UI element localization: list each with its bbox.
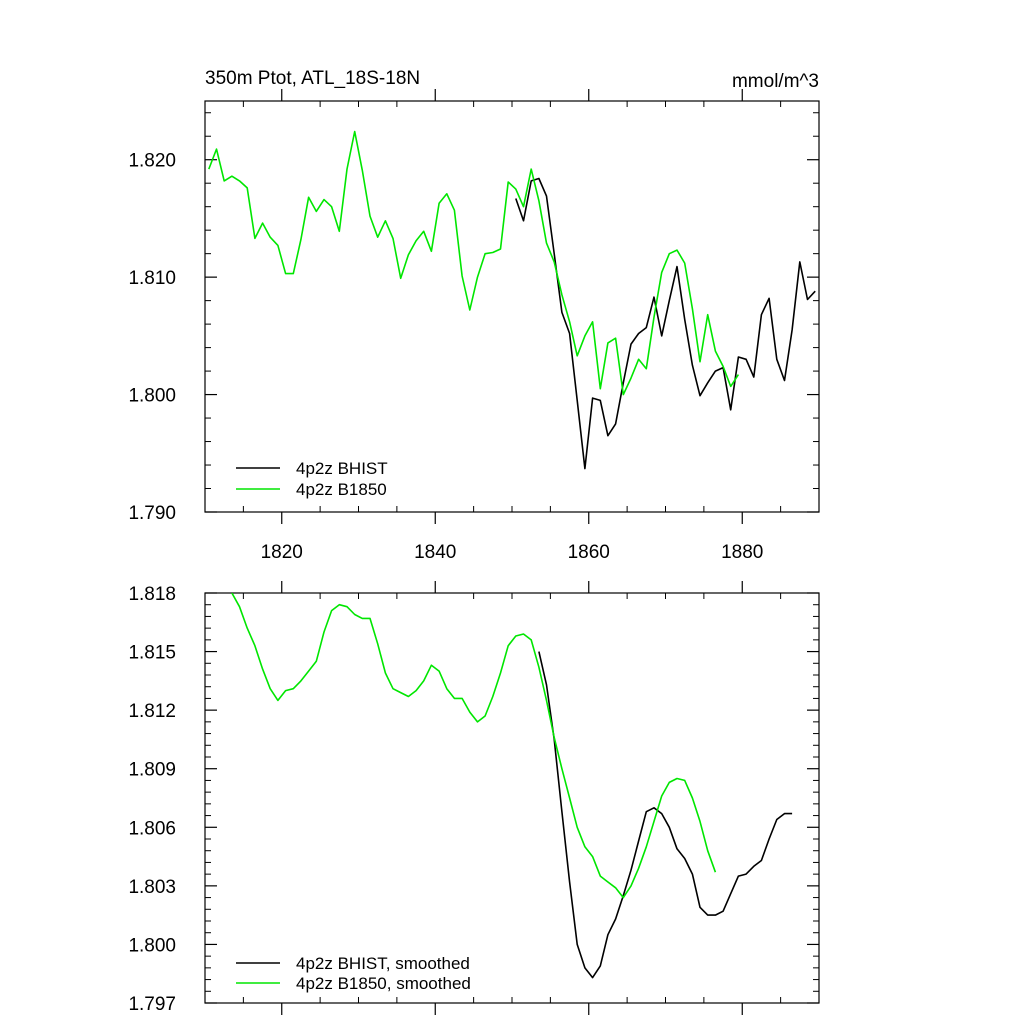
- bottom-panel-axes: 1.797 1.800 1.803 1.806 1.809 1.812 1.815 1.818: [128, 581, 820, 1015]
- top-panel-axes: 1820 1840 1860 1880 1.790 1.800 1.810 1.820: [128, 89, 820, 563]
- units-label: mmol/m^3: [732, 71, 819, 92]
- y-tick-label: 1.800: [128, 386, 176, 407]
- x-tick-label: 1840: [414, 542, 456, 563]
- y-tick-label: 1.818: [128, 584, 176, 605]
- y-tick-label: 1.806: [128, 818, 176, 839]
- y-tick-label: 1.797: [128, 994, 176, 1015]
- legend-label: 4p2z BHIST, smoothed: [296, 954, 470, 973]
- y-tick-label: 1.820: [128, 151, 176, 172]
- y-tick-label: 1.803: [128, 877, 176, 898]
- y-tick-label: 1.809: [128, 760, 176, 781]
- series-line-bhist: [538, 651, 793, 979]
- legend-label: 4p2z BHIST: [296, 459, 388, 478]
- bottom-panel-series: [231, 593, 793, 979]
- plot-frame: [204, 592, 820, 1004]
- x-tick-label: 1820: [261, 542, 303, 563]
- y-tick-label: 1.810: [128, 268, 176, 289]
- bottom-panel: 1.797 1.800 1.803 1.806 1.809 1.812 1.815 1.818…: [128, 581, 820, 1015]
- y-tick-label: 1.815: [128, 643, 176, 664]
- top-panel: 350m Ptot, ATL_18S-18N mmol/m^3 1820 1840…: [128, 68, 820, 563]
- legend-label: 4p2z B1850: [296, 480, 387, 499]
- y-tick-label: 1.812: [128, 701, 176, 722]
- series-line-b1850: [231, 593, 717, 899]
- top-panel-legend: 4p2z BHIST 4p2z B1850: [236, 459, 388, 499]
- y-tick-label: 1.800: [128, 935, 176, 956]
- plot-frame: [204, 100, 820, 513]
- chart-title: 350m Ptot, ATL_18S-18N: [205, 68, 420, 89]
- legend-label: 4p2z B1850, smoothed: [296, 974, 471, 993]
- y-tick-label: 1.790: [128, 503, 176, 524]
- top-panel-series: [208, 130, 816, 470]
- series-line-b1850: [208, 130, 740, 396]
- x-tick-label: 1860: [568, 542, 610, 563]
- series-line-bhist: [515, 177, 816, 470]
- x-tick-label: 1880: [721, 542, 763, 563]
